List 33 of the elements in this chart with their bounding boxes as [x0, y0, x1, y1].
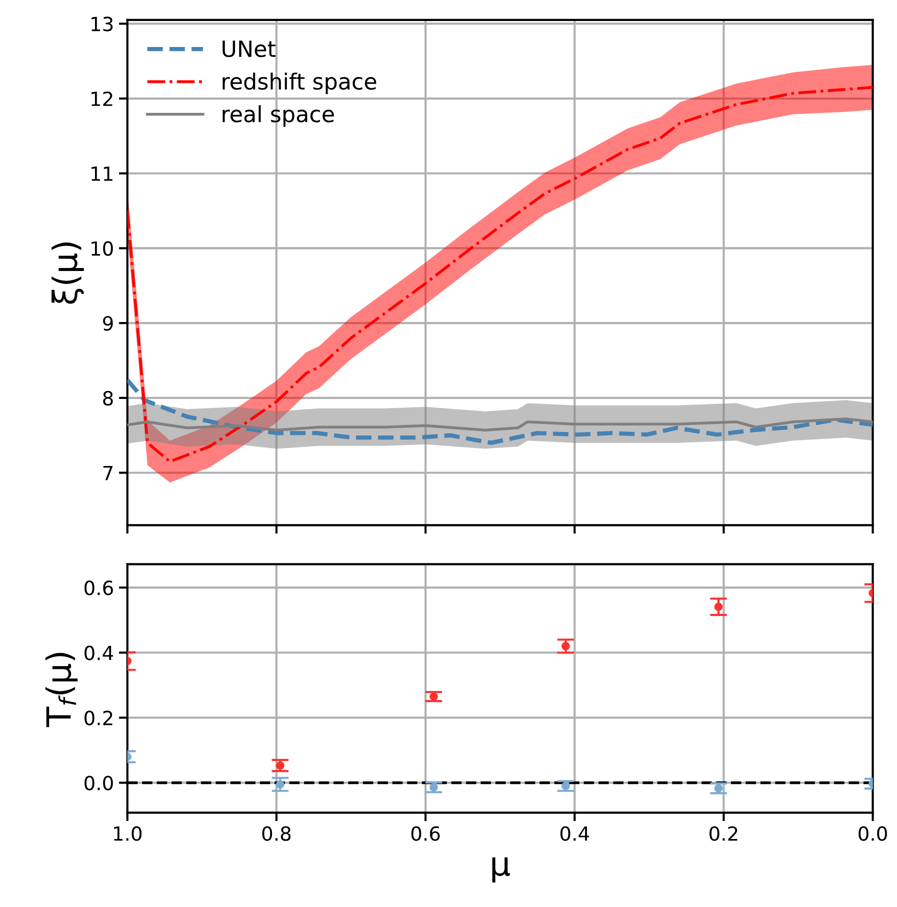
point: [276, 780, 284, 789]
point: [562, 642, 570, 650]
y-tick-label: 13: [92, 16, 113, 32]
y-tick-label: 10: [92, 241, 113, 256]
legend-label: real space: [222, 105, 334, 127]
point: [562, 782, 570, 790]
point: [714, 784, 723, 792]
y-tick-label: 8: [103, 390, 113, 406]
y-tick-label: 11: [92, 166, 112, 181]
x-tick-label: 0.8: [262, 826, 291, 841]
x-tick-label: 0.6: [411, 826, 440, 841]
x-tick-label: 0.2: [710, 826, 738, 841]
y-tick-label: 0.2: [84, 710, 112, 726]
y-tick-label: 0.6: [84, 580, 113, 596]
y-tick-label: 0.4: [84, 646, 114, 660]
y-tick-label: 0.0: [84, 776, 113, 790]
line-series: [127, 417, 873, 432]
y-tick-label: 9: [103, 316, 113, 331]
x-tick-label: 0.0: [858, 826, 887, 841]
point: [714, 602, 723, 611]
y-tick-label: 12: [92, 91, 112, 106]
legend-label: redshift space: [222, 72, 376, 94]
x-axis-title: μ: [492, 857, 510, 882]
y-axis-title: ξ(μ): [52, 242, 84, 304]
line-series: [127, 378, 873, 445]
x-tick-label: 0.4: [560, 826, 589, 841]
y-axis-title: T$_{f}$(μ): [45, 652, 78, 728]
point: [430, 783, 438, 792]
y-tick-label: 7: [103, 466, 113, 480]
legend-label: UNet: [222, 40, 276, 58]
point: [430, 692, 438, 701]
point: [276, 761, 284, 770]
x-tick-label: 1.0: [114, 826, 142, 841]
